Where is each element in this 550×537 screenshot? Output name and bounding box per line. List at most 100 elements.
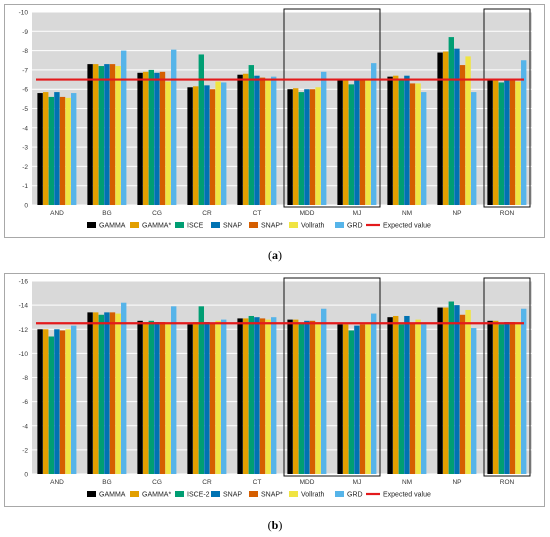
legend-label: ISCE [187,223,204,230]
y-tick-label: -14 [19,303,29,310]
bar-isce-2-cg [148,320,154,474]
bar-snap-and [54,329,60,474]
legend-swatch [249,222,258,228]
x-tick-label: BG [102,479,111,486]
y-tick-label: -10 [19,351,29,358]
bar-gamma-mdd [287,89,293,205]
bar-gamma-ron [487,79,493,205]
bar-isce-2-and [48,336,54,474]
bar-vollrath-mdd [315,87,321,205]
x-tick-label: MDD [300,210,315,217]
x-tick-label: MDD [300,479,315,486]
bar-isce-2-ct [248,315,254,474]
bar-snap--and [59,96,66,205]
bar-snap-ct [254,75,260,205]
legend-swatch [130,491,139,497]
bar-gamma--and [43,329,49,474]
bar-gamma--bg [93,64,99,205]
legend-swatch [335,491,344,497]
legend-swatch [289,222,298,228]
y-tick-label: -3 [22,145,28,152]
bar-gamma-ron [487,320,493,474]
bar-gamma-bg [87,312,93,474]
bar-isce-bg [98,66,104,205]
bar-snap-nm [404,315,410,474]
y-tick-label: -5 [22,106,28,113]
highlight-box [483,277,531,477]
bar-snap-cg [154,72,160,205]
bar-isce-2-bg [98,314,104,474]
y-tick-label: -8 [22,375,28,382]
x-tick-label: NM [402,479,412,486]
bar-snap-nm [404,75,410,205]
bar-snap-np [454,48,460,205]
bar-isce-2-ron [498,324,504,474]
bar-isce-ct [248,65,254,205]
bar-snap--cr [209,89,216,205]
legend-label: GRD [347,492,363,499]
bar-grd-ct [271,317,277,474]
x-tick-label: CG [152,210,162,217]
bar-snap--ron [509,80,516,205]
bar-vollrath-cg [165,81,171,205]
bar-grd-cr [221,82,227,205]
legend-label: SNAP [223,223,242,230]
bar-gamma-mdd [287,319,293,474]
legend-label: ISCE-2 [187,492,210,499]
y-tick-label: -9 [22,29,28,36]
bar-gamma-and [37,329,43,474]
bar-gamma-mj [337,80,343,205]
y-tick-label: -6 [22,399,28,406]
y-tick-label: -2 [22,447,28,454]
highlight-box [483,8,531,208]
y-tick-label: 0 [24,472,28,479]
x-tick-label: RON [500,479,515,486]
bar-grd-mj [371,63,377,205]
bar-gamma--nm [393,75,399,205]
bar-gamma--np [443,307,449,474]
bar-grd-np [471,92,477,205]
x-tick-label: AND [50,210,64,217]
legend-swatch [211,222,220,228]
bar-isce-2-cr [198,306,204,474]
legend-swatch [175,222,184,228]
y-tick-label: -4 [22,423,28,430]
x-tick-label: CR [202,210,212,217]
bar-isce-2-mdd [298,323,304,474]
bar-grd-cg [171,49,177,206]
bar-gamma--and [43,92,49,205]
bar-vollrath-cr [215,81,221,205]
legend-swatch [87,491,96,497]
bar-snap-ron [504,79,510,205]
legend-label: Vollrath [301,492,324,499]
bar-gamma--bg [93,312,99,474]
y-tick-label: -12 [19,327,29,334]
bar-snap--mdd [309,89,316,205]
bar-vollrath-ct [265,319,271,474]
bar-gamma-ct [237,74,243,205]
bar-gamma--np [443,51,449,205]
bar-grd-ct [271,76,277,205]
x-tick-label: MJ [353,210,362,217]
y-tick-label: -6 [22,87,28,94]
bar-isce-cg [148,69,154,206]
bar-grd-nm [421,324,427,474]
bar-snap-mdd [304,320,310,474]
bar-isce-mj [348,84,354,205]
bar-snap-cr [204,322,210,474]
bar-vollrath-nm [415,319,421,474]
y-tick-label: -4 [22,125,28,132]
bar-gamma-cr [187,87,193,205]
bar-snap-mj [354,80,360,205]
bar-gamma--mj [343,79,349,205]
x-tick-label: NP [452,479,461,486]
legend-swatch [249,491,258,497]
legend-swatch [211,491,220,497]
bar-snap-and [54,92,60,205]
bar-vollrath-ct [265,79,271,205]
legend-swatch [175,491,184,497]
bar-snap--cg [159,71,166,205]
bar-snap--bg [109,312,116,474]
bar-gamma-np [437,52,443,205]
bar-gamma--ron [493,320,499,474]
